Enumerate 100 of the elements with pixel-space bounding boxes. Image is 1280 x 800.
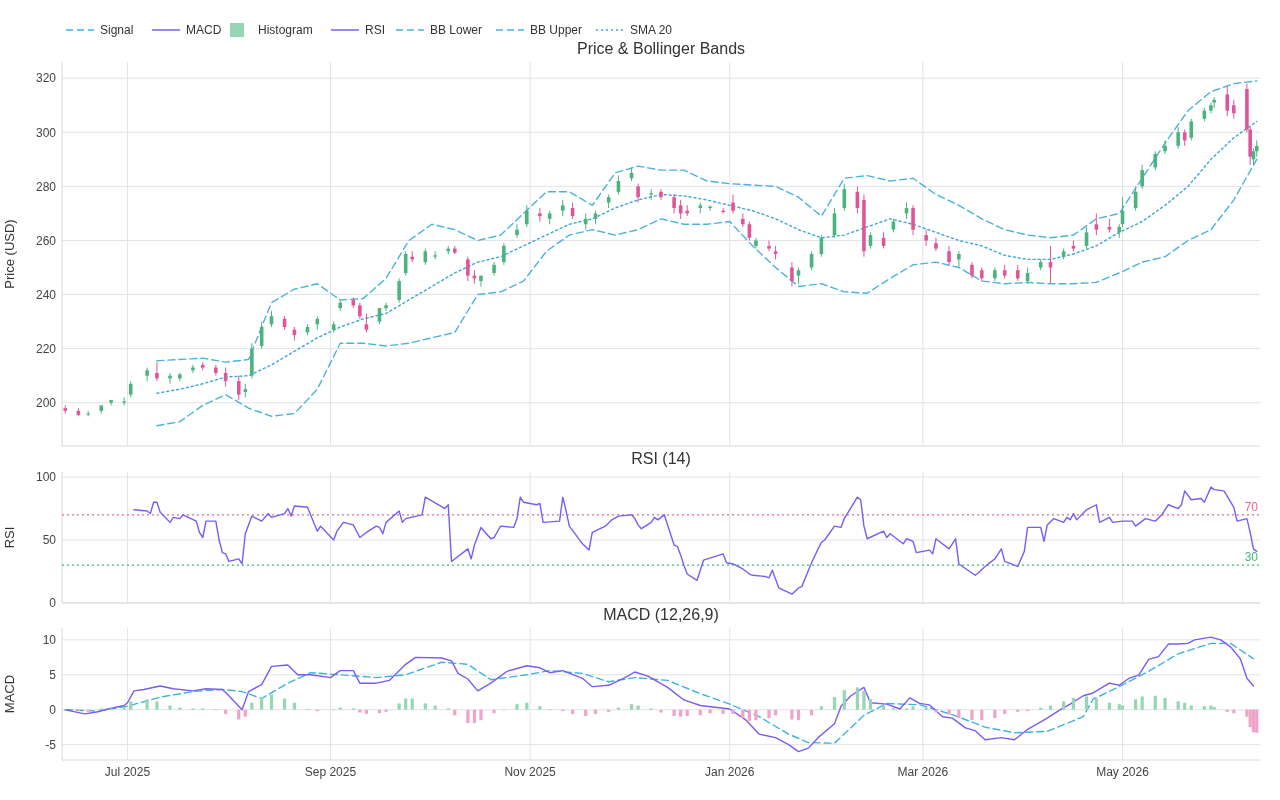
bar — [790, 709, 794, 720]
bar — [1107, 702, 1112, 710]
candlestick — [1153, 150, 1158, 171]
bar — [404, 698, 408, 710]
candlestick — [433, 250, 437, 260]
bar — [584, 709, 588, 716]
y-tick-label: 200 — [35, 395, 57, 410]
bar — [129, 701, 133, 710]
bar — [862, 690, 866, 710]
bar — [832, 697, 837, 710]
bar — [515, 704, 519, 710]
chart-title: RSI (14) — [631, 450, 691, 467]
bar — [1120, 705, 1125, 710]
candlestick — [1225, 85, 1230, 117]
bar — [1163, 697, 1167, 710]
bar — [1134, 699, 1138, 710]
bar — [767, 709, 771, 719]
bar — [629, 704, 634, 710]
candlestick — [538, 207, 542, 223]
candlestick — [1094, 212, 1099, 236]
y-tick-label: 240 — [35, 287, 57, 302]
candlestick — [502, 242, 506, 266]
bar — [819, 706, 823, 710]
y-axis-title: RSI — [2, 526, 17, 549]
candlestick — [364, 312, 369, 333]
bar — [747, 709, 751, 721]
bar — [168, 705, 172, 710]
bar — [1153, 695, 1157, 710]
bar — [708, 709, 712, 714]
x-tick-label: Sep 2025 — [304, 765, 357, 779]
candlestick — [515, 223, 519, 239]
y-axis-title: Price (USD) — [2, 219, 17, 289]
candlestick — [1232, 99, 1236, 120]
bar — [423, 703, 427, 710]
bar — [250, 702, 254, 710]
legend-label: MACD — [186, 23, 222, 38]
candlestick — [1176, 126, 1180, 150]
candlestick — [790, 261, 794, 287]
bar — [659, 709, 663, 713]
bar — [397, 703, 401, 710]
bar — [947, 709, 951, 715]
candlestick — [934, 237, 938, 252]
ref-line-label: 70 — [1244, 499, 1259, 514]
bar — [636, 705, 640, 710]
bar — [1140, 696, 1144, 710]
bar — [685, 709, 689, 716]
bar — [1176, 701, 1180, 710]
bar — [911, 706, 915, 710]
bar — [492, 709, 496, 714]
bar — [260, 697, 264, 710]
y-axis-title: MACD — [2, 674, 17, 714]
candlestick — [672, 194, 676, 214]
candlestick — [1140, 164, 1144, 190]
bar — [1255, 709, 1259, 733]
legend-label: RSI — [365, 23, 386, 38]
bar — [1071, 697, 1076, 710]
bar — [1251, 709, 1256, 733]
legend-label: SMA 20 — [630, 23, 673, 38]
candlestick — [479, 275, 483, 287]
ref-line-label: 30 — [1244, 550, 1259, 565]
candlestick — [731, 194, 735, 214]
bar — [224, 709, 228, 714]
y-tick-label: 260 — [35, 233, 57, 248]
bar — [1212, 706, 1216, 710]
bar — [1084, 696, 1089, 710]
legend-label: Histogram — [258, 23, 313, 38]
bar — [593, 709, 598, 714]
bar — [1248, 709, 1252, 728]
bar — [122, 706, 126, 710]
bar — [292, 702, 296, 710]
bar — [243, 709, 247, 717]
bar — [1094, 698, 1098, 710]
bar — [754, 709, 758, 721]
candlestick — [911, 204, 915, 236]
candlestick — [525, 204, 529, 228]
bar — [1189, 705, 1193, 710]
chart-title: Price & Bollinger Bands — [576, 40, 746, 57]
x-tick-label: Jul 2025 — [104, 765, 151, 779]
bar — [269, 694, 274, 710]
bar — [525, 702, 529, 710]
candlestick — [957, 250, 961, 269]
bar — [145, 699, 149, 710]
bar — [479, 709, 483, 721]
bar — [571, 709, 575, 714]
bar — [1048, 705, 1053, 710]
x-tick-label: Jan 2026 — [705, 765, 755, 779]
bar — [1117, 704, 1121, 710]
bar — [433, 705, 437, 710]
y-tick-label: 5 — [49, 667, 57, 682]
bar — [731, 709, 735, 714]
line-series — [133, 486, 1258, 595]
y-tick-label: 220 — [35, 341, 57, 356]
x-tick-label: May 2026 — [1096, 765, 1150, 779]
y-tick-label: 0 — [49, 596, 57, 611]
bar — [934, 709, 938, 713]
bar — [538, 706, 542, 710]
bar — [881, 705, 886, 710]
candlestick — [145, 367, 149, 382]
bar — [1062, 701, 1066, 710]
bar — [842, 690, 846, 710]
